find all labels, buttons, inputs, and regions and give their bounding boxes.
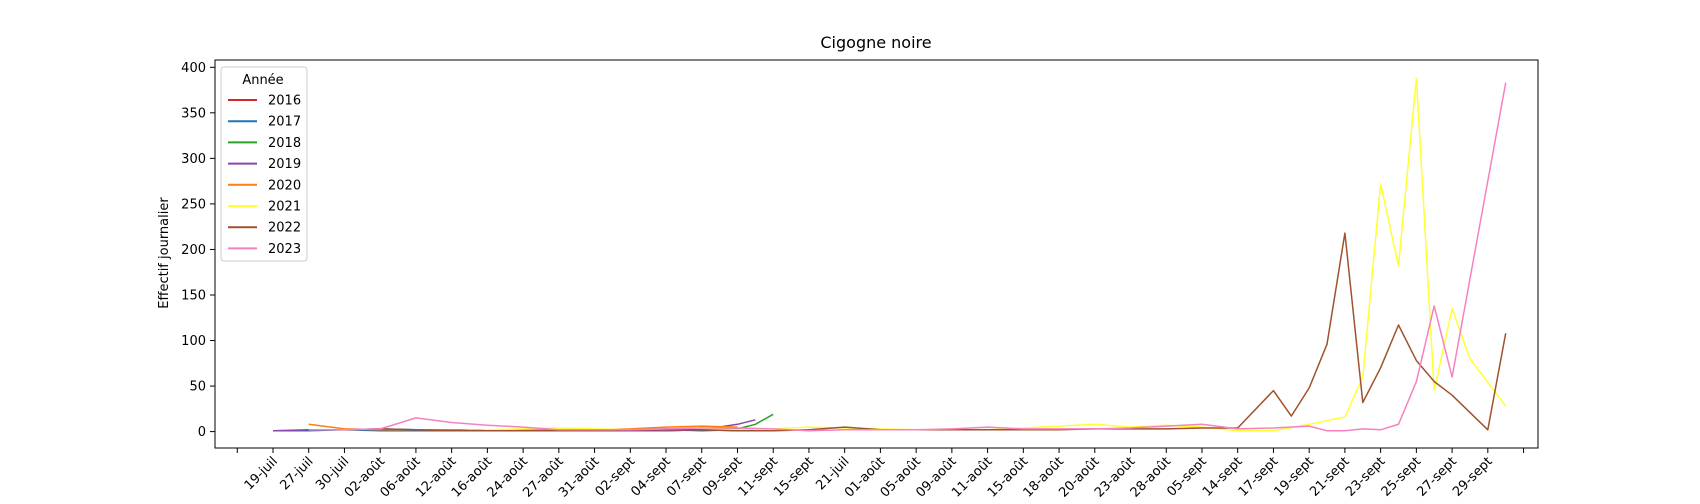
legend-item-2019: 2019 (228, 157, 301, 172)
legend-label: 2019 (268, 157, 301, 172)
legend-item-2020: 2020 (228, 178, 301, 193)
legend-label: 2023 (268, 242, 301, 257)
legend-item-2016: 2016 (228, 94, 301, 109)
plot-frame (214, 59, 1539, 449)
legend-items: 2016 2017 2018 2019 2020 2021 2022 2023 (228, 94, 301, 257)
y-axis-label: Effectif journalier (157, 197, 172, 309)
y-tick-label: 150 (181, 288, 206, 303)
legend-label: 2020 (268, 178, 301, 193)
series-line-2021 (487, 77, 1507, 432)
legend-box (220, 66, 308, 262)
legend-title: Année (242, 73, 283, 88)
y-tick-label: 300 (181, 152, 206, 167)
y-tick-label: 250 (181, 197, 206, 212)
legend-item-2021: 2021 (228, 200, 301, 215)
y-axis: 0 50 100 150 200 250 300 350 400 (181, 61, 215, 440)
legend-label: 2016 (268, 94, 301, 109)
legend-item-2022: 2022 (228, 221, 301, 236)
y-tick-label: 350 (181, 106, 206, 121)
legend-label: 2021 (268, 200, 301, 215)
legend-item-2023: 2023 (228, 242, 301, 257)
x-tick-label: 29-sept (1450, 454, 1496, 500)
legend-item-2017: 2017 (228, 115, 301, 130)
series-line-2023 (308, 82, 1507, 432)
y-tick-label: 100 (181, 334, 206, 349)
series-line-2022 (344, 232, 1507, 432)
x-tick-label: 15-sept (771, 454, 817, 500)
legend-item-2018: 2018 (228, 136, 301, 151)
y-tick-label: 200 (181, 243, 206, 258)
x-tick-label: 19-juil (242, 454, 281, 493)
x-axis: 19-juil27-juil30-juil02-août06-août12-ao… (236, 448, 1525, 501)
legend: Année 2016 2017 2018 2019 2020 2021 2022 2023 (220, 66, 308, 262)
series-line-2020 (308, 423, 738, 432)
legend-label: 2022 (268, 221, 301, 236)
legend-label: 2018 (268, 136, 301, 151)
chart-title: Cigogne noire (820, 33, 931, 52)
y-tick-label: 400 (181, 61, 206, 76)
series-lines (272, 77, 1507, 432)
legend-label: 2017 (268, 115, 301, 130)
y-tick-label: 50 (189, 380, 206, 395)
y-tick-label: 0 (198, 425, 206, 440)
x-tick-label: 27-juil (277, 454, 316, 493)
